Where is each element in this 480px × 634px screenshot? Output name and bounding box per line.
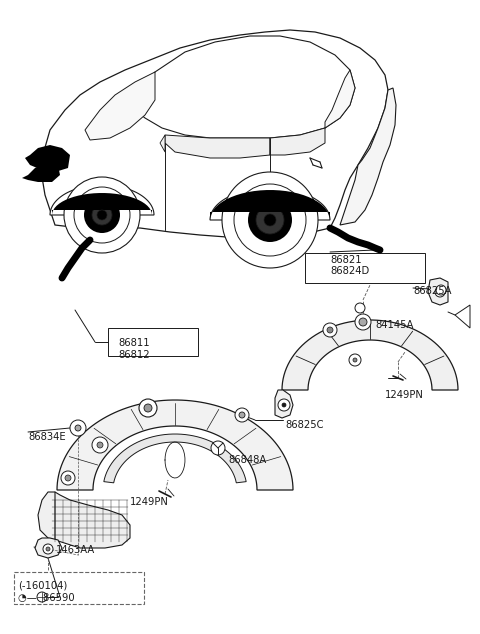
Polygon shape — [270, 128, 325, 155]
Circle shape — [43, 544, 53, 554]
Bar — [305, 253, 425, 283]
Circle shape — [234, 184, 306, 256]
Circle shape — [97, 210, 107, 220]
Circle shape — [46, 547, 50, 551]
Polygon shape — [160, 135, 165, 152]
Circle shape — [61, 471, 75, 485]
Polygon shape — [40, 30, 388, 238]
Polygon shape — [104, 434, 246, 483]
Circle shape — [235, 408, 249, 422]
Circle shape — [239, 412, 245, 418]
Text: (-160104): (-160104) — [18, 580, 67, 590]
Text: 1249PN: 1249PN — [130, 497, 169, 507]
Circle shape — [353, 358, 357, 362]
Circle shape — [65, 475, 71, 481]
Polygon shape — [210, 188, 330, 220]
Circle shape — [278, 399, 290, 411]
Text: 1249PN: 1249PN — [385, 390, 424, 400]
Circle shape — [282, 403, 286, 407]
Polygon shape — [50, 185, 154, 215]
Circle shape — [84, 197, 120, 233]
Polygon shape — [165, 135, 270, 158]
Text: ◔—  86590: ◔— 86590 — [18, 593, 74, 603]
Circle shape — [359, 318, 367, 326]
Polygon shape — [275, 390, 293, 418]
Polygon shape — [85, 72, 155, 140]
Polygon shape — [25, 145, 70, 172]
Polygon shape — [52, 193, 152, 215]
Text: 86812: 86812 — [118, 350, 150, 360]
Bar — [108, 328, 198, 356]
Circle shape — [323, 323, 337, 337]
Text: 86824D: 86824D — [330, 266, 369, 276]
Circle shape — [211, 441, 225, 455]
Text: 86825C: 86825C — [285, 420, 324, 430]
Polygon shape — [282, 320, 458, 390]
Circle shape — [70, 420, 86, 436]
Text: 1463AA: 1463AA — [56, 545, 95, 555]
Text: 86834E: 86834E — [28, 432, 66, 442]
Text: 86811: 86811 — [118, 338, 150, 348]
Circle shape — [355, 303, 365, 313]
Circle shape — [74, 187, 130, 243]
Circle shape — [264, 214, 276, 226]
Text: 84145A: 84145A — [375, 320, 413, 330]
Circle shape — [97, 442, 103, 448]
Circle shape — [92, 205, 112, 225]
Circle shape — [139, 399, 157, 417]
Polygon shape — [325, 70, 355, 128]
Circle shape — [256, 206, 284, 234]
Text: 86825A: 86825A — [413, 286, 452, 296]
Circle shape — [144, 404, 152, 412]
Polygon shape — [210, 190, 330, 220]
Polygon shape — [22, 162, 60, 182]
Text: 86821: 86821 — [330, 255, 361, 265]
Polygon shape — [130, 36, 355, 138]
Circle shape — [75, 425, 81, 431]
Circle shape — [355, 314, 371, 330]
Circle shape — [92, 437, 108, 453]
Circle shape — [349, 354, 361, 366]
Text: 86848A: 86848A — [228, 455, 266, 465]
Polygon shape — [38, 492, 55, 540]
Polygon shape — [57, 400, 293, 490]
Polygon shape — [50, 492, 130, 548]
Circle shape — [436, 285, 446, 295]
Polygon shape — [340, 88, 396, 225]
Circle shape — [248, 198, 292, 242]
Circle shape — [327, 327, 333, 333]
Circle shape — [37, 592, 47, 602]
Polygon shape — [428, 278, 448, 305]
Polygon shape — [35, 538, 62, 558]
Circle shape — [435, 287, 445, 297]
Circle shape — [222, 172, 318, 268]
Circle shape — [64, 177, 140, 253]
